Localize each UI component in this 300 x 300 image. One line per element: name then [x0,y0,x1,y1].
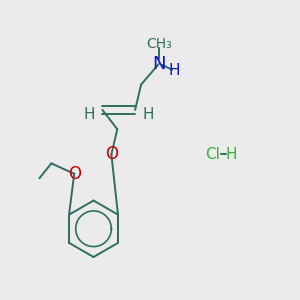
Text: H: H [143,107,154,122]
Text: O: O [105,146,118,164]
Text: H: H [83,107,95,122]
Text: N: N [152,55,166,73]
Text: H: H [226,147,238,162]
Text: H: H [168,63,179,78]
Text: Cl: Cl [205,147,220,162]
Text: CH₃: CH₃ [146,38,172,52]
Text: O: O [68,165,81,183]
